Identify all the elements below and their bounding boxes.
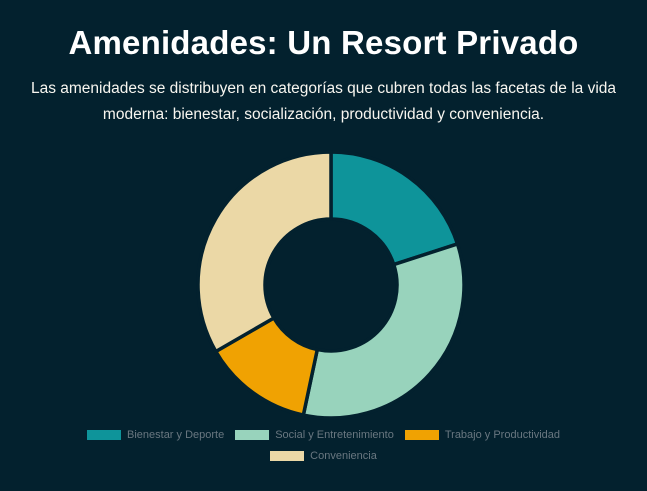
page-title: Amenidades: Un Resort Privado — [68, 24, 579, 61]
legend-label-conveniencia: Conveniencia — [310, 450, 377, 462]
donut-chart-svg — [196, 150, 466, 420]
page-subtitle: Las amenidades se distribuyen en categor… — [30, 80, 617, 123]
legend-item-trabajo-y-productividad[interactable]: Trabajo y Productividad — [404, 429, 560, 441]
donut-segment-bienestar-y-deporte[interactable] — [329, 150, 460, 267]
legend-item-conveniencia[interactable]: Conveniencia — [270, 450, 377, 462]
legend-label-bienestar-y-deporte: Bienestar y Deporte — [127, 429, 225, 441]
legend-swatch-bienestar-y-deporte — [87, 430, 121, 440]
chart-legend: Bienestar y Deporte Social y Entretenimie… — [0, 429, 647, 462]
donut-segment-conveniencia[interactable] — [196, 150, 333, 354]
legend-swatch-trabajo-y-productividad — [404, 430, 439, 440]
donut-chart — [196, 150, 466, 420]
legend-item-bienestar-y-deporte[interactable]: Bienestar y Deporte — [87, 429, 224, 441]
legend-swatch-conveniencia — [270, 451, 305, 461]
legend-label-social-y-entretenimiento: Social y Entretenimiento — [275, 429, 394, 441]
chart-legend-items: Bienestar y Deporte Social y Entretenimie… — [44, 429, 604, 462]
legend-item-social-y-entretenimiento[interactable]: Social y Entretenimiento — [235, 429, 394, 441]
legend-label-trabajo-y-productividad: Trabajo y Productividad — [444, 429, 560, 441]
legend-swatch-social-y-entretenimiento — [235, 430, 270, 440]
donut-segment-social-y-entretenimiento[interactable] — [301, 242, 466, 420]
